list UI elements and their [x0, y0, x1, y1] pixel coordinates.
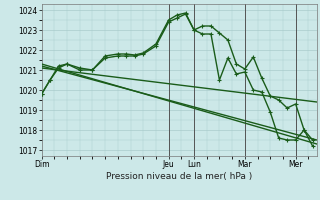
X-axis label: Pression niveau de la mer( hPa ): Pression niveau de la mer( hPa ) [106, 172, 252, 181]
